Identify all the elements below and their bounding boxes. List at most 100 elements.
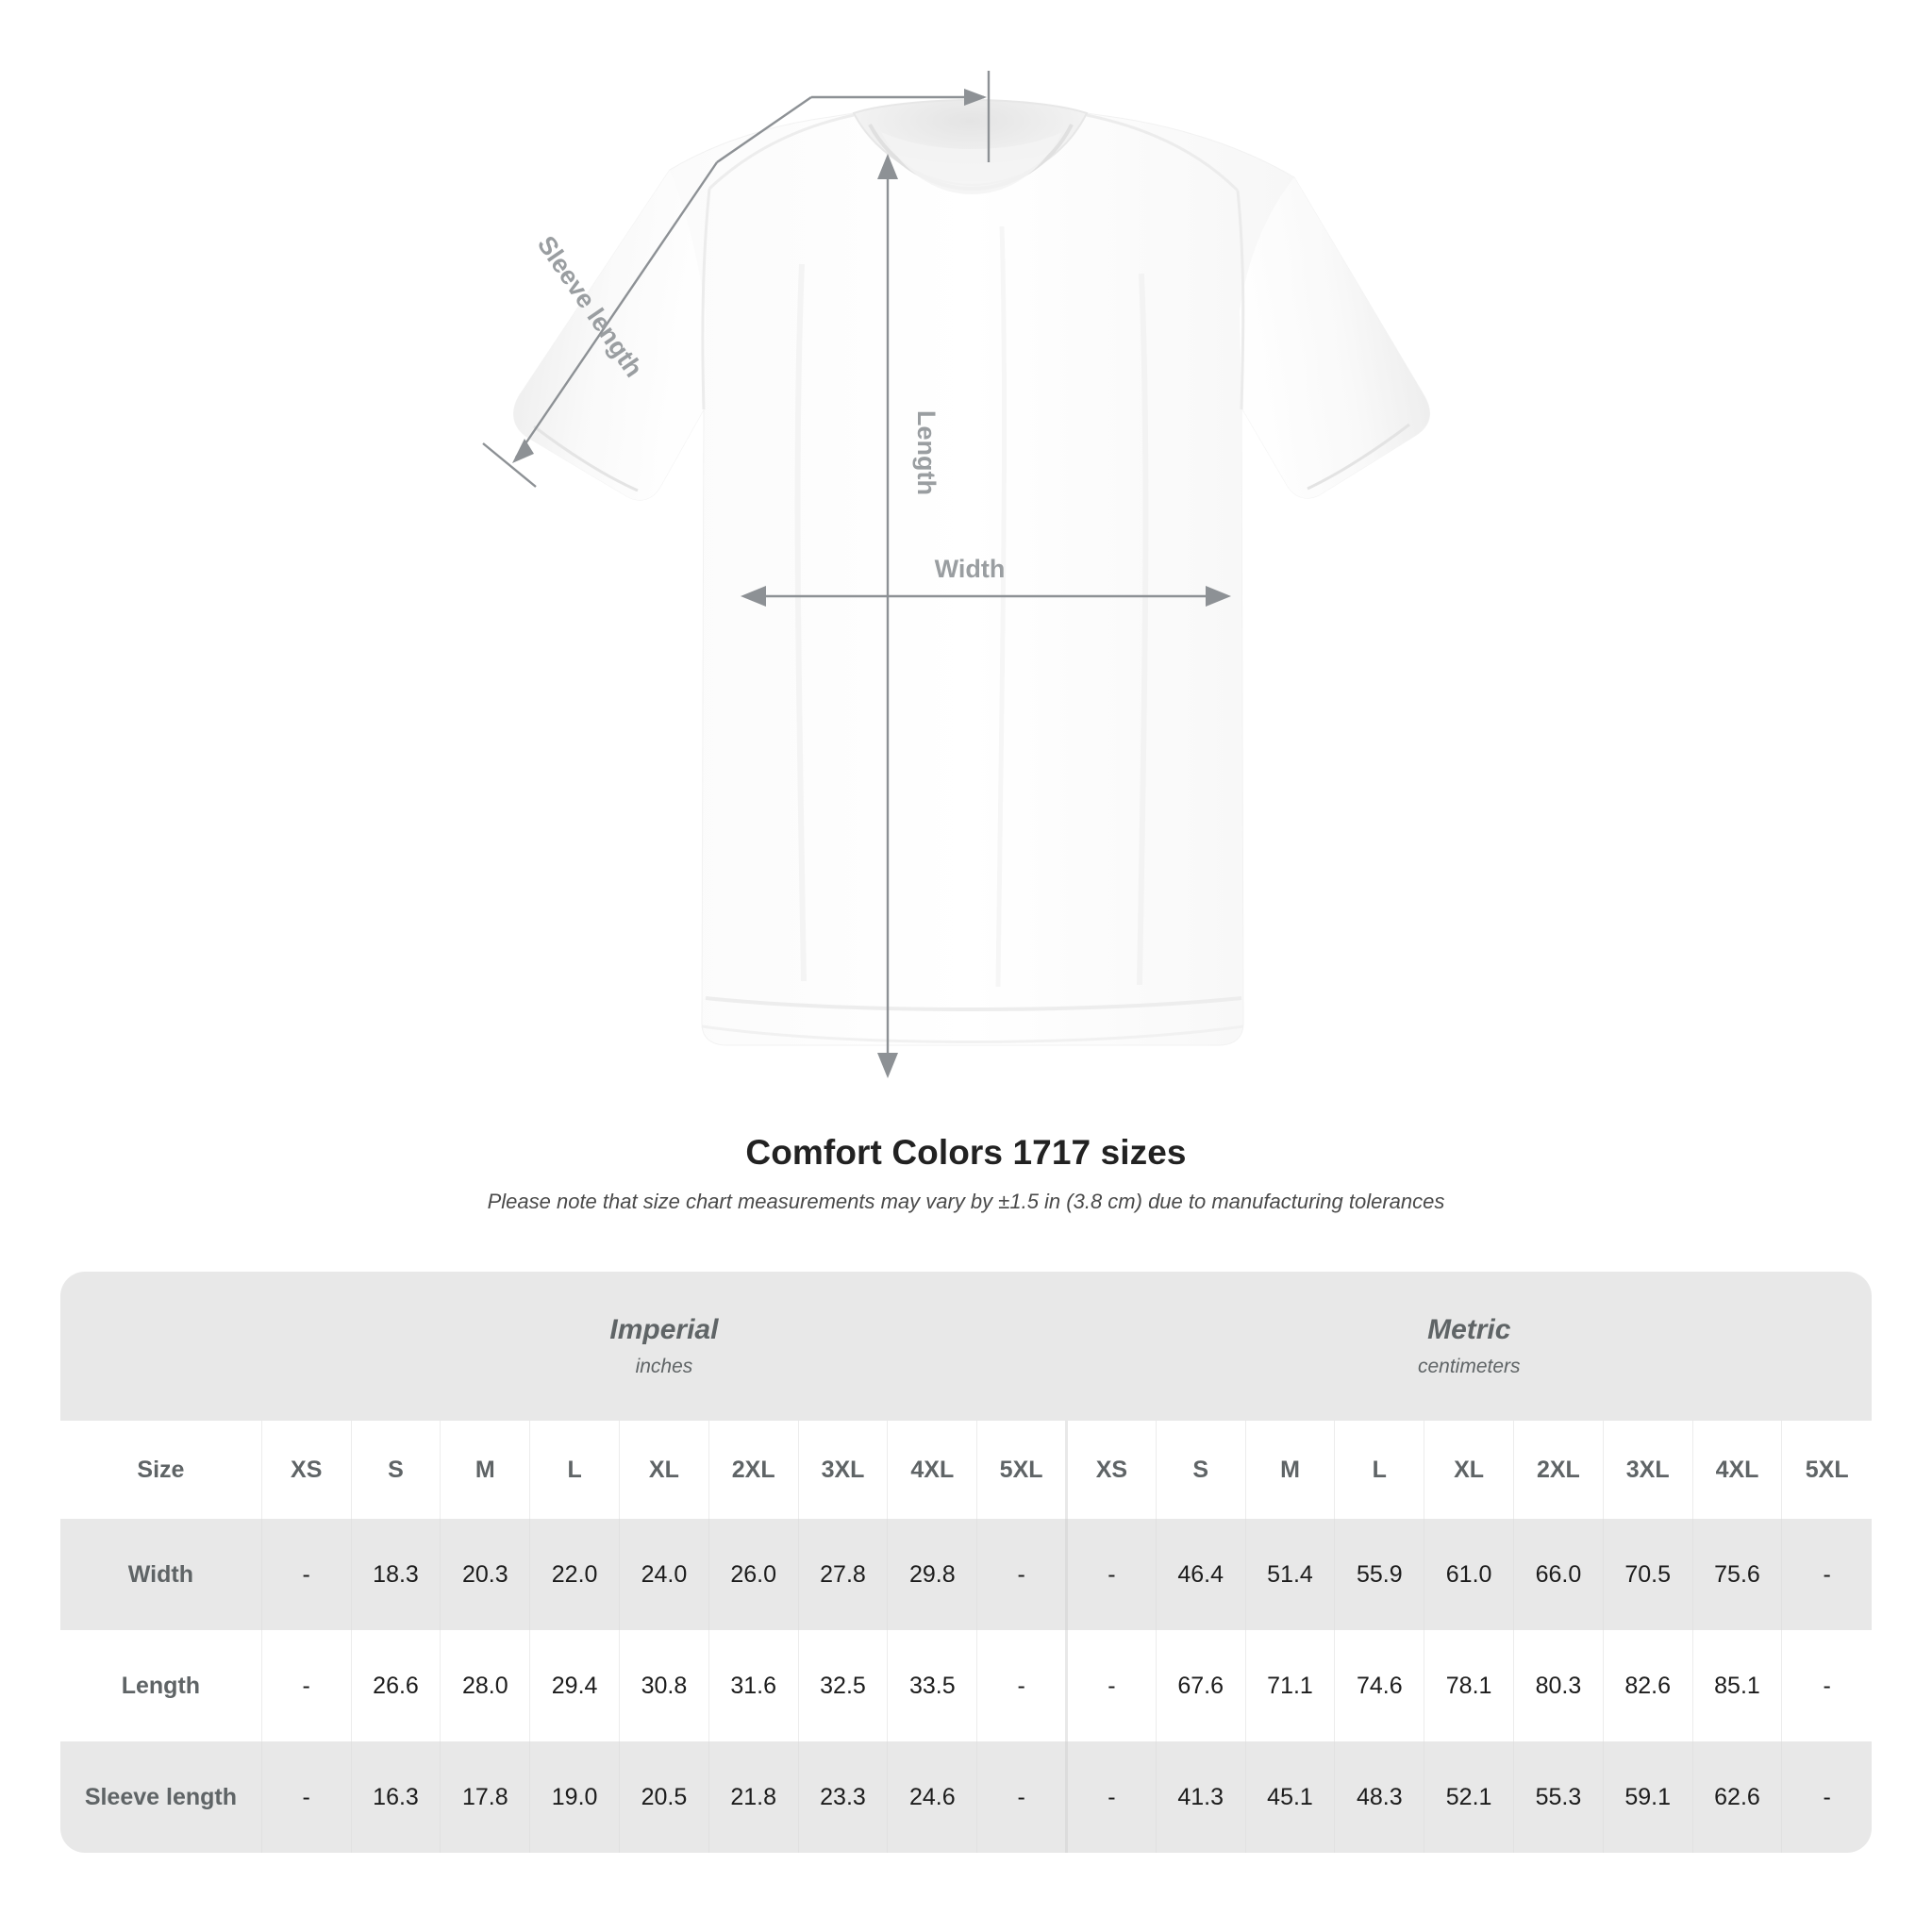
cell-sleeve-imperial-m: 17.8 xyxy=(440,1741,530,1853)
header-imperial-4xl: 4XL xyxy=(887,1421,977,1519)
sleeve-length-arrowhead xyxy=(512,439,534,463)
shirt-body-group xyxy=(513,98,1430,1046)
cell-sleeve-metric-2xl: 55.3 xyxy=(1513,1741,1604,1853)
row-label-length: Length xyxy=(121,1672,201,1699)
cell-width-imperial-m: 20.3 xyxy=(440,1519,530,1630)
fold-center xyxy=(995,225,1008,988)
cell-width-imperial-4xl: 29.8 xyxy=(887,1519,977,1630)
cell-sleeve-metric-xs: - xyxy=(1065,1741,1157,1853)
page-title: Comfort Colors 1717 sizes xyxy=(745,1133,1187,1172)
cell-length-imperial-xs: - xyxy=(260,1630,352,1741)
cell-sleeve-imperial-2xl: 21.8 xyxy=(708,1741,799,1853)
cell-length-imperial-2xl: 31.6 xyxy=(708,1630,799,1741)
cell-width-imperial-xl: 24.0 xyxy=(619,1519,709,1630)
size-chart-table-container: Imperial inches Metric centimeters Size … xyxy=(60,1272,1872,1853)
cell-width-metric-m: 51.4 xyxy=(1244,1519,1335,1630)
cell-width-metric-xs: - xyxy=(1065,1519,1157,1630)
header-imperial-l: L xyxy=(529,1421,620,1519)
fold-right xyxy=(1137,273,1149,986)
unit-band-spacer xyxy=(60,1272,262,1421)
cell-length-metric-4xl: 85.1 xyxy=(1691,1630,1782,1741)
cell-length-imperial-l: 29.4 xyxy=(529,1630,620,1741)
cell-width-imperial-2xl: 26.0 xyxy=(708,1519,799,1630)
header-metric-s: S xyxy=(1155,1421,1246,1519)
header-imperial-m: M xyxy=(440,1421,530,1519)
fold-left xyxy=(794,263,807,982)
cell-sleeve-metric-3xl: 59.1 xyxy=(1602,1741,1693,1853)
width-arrowhead-left xyxy=(741,586,766,607)
sleeve-length-line xyxy=(515,161,718,458)
header-imperial-2xl: 2XL xyxy=(708,1421,799,1519)
left-shoulder-seam xyxy=(708,113,855,191)
cell-length-metric-l: 74.6 xyxy=(1334,1630,1424,1741)
cell-length-imperial-4xl: 33.5 xyxy=(887,1630,977,1741)
left-sleeve-hem xyxy=(533,425,639,492)
cell-sleeve-imperial-xs: - xyxy=(260,1741,352,1853)
cell-sleeve-metric-5xl: - xyxy=(1781,1741,1872,1853)
cell-sleeve-metric-xl: 52.1 xyxy=(1424,1741,1514,1853)
cell-length-imperial-m: 28.0 xyxy=(440,1630,530,1741)
header-imperial-xs: XS xyxy=(260,1421,352,1519)
cell-length-metric-2xl: 80.3 xyxy=(1513,1630,1604,1741)
cell-length-metric-xs: - xyxy=(1065,1630,1157,1741)
sleeve-leader-bend xyxy=(716,96,812,163)
metric-subtitle: centimeters xyxy=(1417,1355,1521,1377)
cell-length-imperial-3xl: 32.5 xyxy=(797,1630,888,1741)
left-sleeve-shading xyxy=(513,170,706,501)
header-metric-xl: XL xyxy=(1424,1421,1514,1519)
cell-sleeve-imperial-l: 19.0 xyxy=(529,1741,620,1853)
header-imperial-s: S xyxy=(350,1421,441,1519)
right-shoulder-seam xyxy=(1086,113,1240,192)
bottom-hem-seam xyxy=(705,996,1242,1011)
metric-title: Metric xyxy=(1427,1314,1511,1346)
chart-heading: Comfort Colors 1717 sizes Please note th… xyxy=(0,1130,1932,1216)
header-imperial-5xl: 5XL xyxy=(976,1421,1067,1519)
cell-sleeve-metric-s: 41.3 xyxy=(1155,1741,1246,1853)
neck-opening xyxy=(881,132,1062,194)
cell-sleeve-imperial-s: 16.3 xyxy=(350,1741,441,1853)
header-imperial-xl: XL xyxy=(619,1421,709,1519)
sleeve-length-endcap xyxy=(482,442,537,488)
table-row: Width - 18.3 20.3 22.0 24.0 26.0 27.8 29… xyxy=(60,1519,1872,1630)
cell-width-metric-4xl: 75.6 xyxy=(1691,1519,1782,1630)
cell-width-metric-s: 46.4 xyxy=(1155,1519,1246,1630)
header-imperial-3xl: 3XL xyxy=(797,1421,888,1519)
cell-length-imperial-s: 26.6 xyxy=(350,1630,441,1741)
size-chart-table: Imperial inches Metric centimeters Size … xyxy=(60,1272,1872,1853)
cell-width-imperial-xs: - xyxy=(260,1519,352,1630)
cell-length-metric-3xl: 82.6 xyxy=(1602,1630,1693,1741)
metric-section-header: Metric centimeters xyxy=(1066,1272,1872,1421)
right-sleeve-shading xyxy=(1240,177,1430,499)
cell-length-metric-m: 71.1 xyxy=(1244,1630,1335,1741)
header-metric-5xl: 5XL xyxy=(1781,1421,1872,1519)
cell-sleeve-metric-4xl: 62.6 xyxy=(1691,1741,1782,1853)
left-armhole-seam xyxy=(701,188,711,410)
header-metric-2xl: 2XL xyxy=(1513,1421,1604,1519)
sleeve-leader-arrowhead xyxy=(964,89,987,106)
cell-sleeve-metric-l: 48.3 xyxy=(1334,1741,1424,1853)
cell-length-imperial-xl: 30.8 xyxy=(619,1630,709,1741)
header-metric-xs: XS xyxy=(1065,1421,1157,1519)
cell-width-metric-2xl: 66.0 xyxy=(1513,1519,1604,1630)
cell-width-imperial-l: 22.0 xyxy=(529,1519,620,1630)
length-arrowhead-top xyxy=(877,154,898,179)
cell-width-imperial-3xl: 27.8 xyxy=(797,1519,888,1630)
cell-width-metric-3xl: 70.5 xyxy=(1602,1519,1693,1630)
cell-sleeve-imperial-xl: 20.5 xyxy=(619,1741,709,1853)
bottom-hem-edge xyxy=(701,1024,1244,1043)
header-metric-m: M xyxy=(1244,1421,1335,1519)
tshirt-illustration: Sleeve length Length Width xyxy=(482,71,1430,1078)
table-row: Sleeve length - 16.3 17.8 19.0 20.5 21.8… xyxy=(60,1741,1872,1853)
right-sleeve-hem xyxy=(1307,423,1410,491)
imperial-subtitle: inches xyxy=(635,1355,693,1377)
header-metric-3xl: 3XL xyxy=(1602,1421,1693,1519)
size-header-row: Size XS S M L XL 2XL 3XL 4XL 5XL XS S M … xyxy=(60,1421,1872,1519)
header-metric-4xl: 4XL xyxy=(1691,1421,1782,1519)
imperial-title: Imperial xyxy=(609,1314,719,1346)
header-metric-l: L xyxy=(1334,1421,1424,1519)
tolerance-note: Please note that size chart measurements… xyxy=(487,1190,1445,1214)
cell-length-metric-5xl: - xyxy=(1781,1630,1872,1741)
cell-width-metric-xl: 61.0 xyxy=(1424,1519,1514,1630)
row-label-width: Width xyxy=(60,1519,262,1630)
cell-length-imperial-5xl: - xyxy=(976,1630,1067,1741)
